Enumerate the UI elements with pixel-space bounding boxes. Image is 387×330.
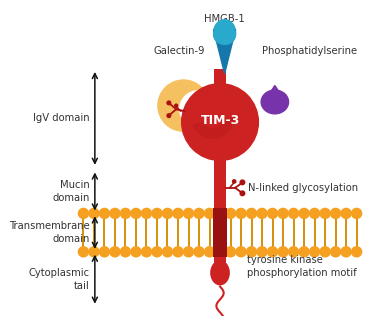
Circle shape [183,247,194,257]
Text: N-linked glycosylation: N-linked glycosylation [248,183,358,193]
Polygon shape [267,85,282,96]
Circle shape [299,209,309,218]
Circle shape [89,247,99,257]
Circle shape [158,80,209,131]
Circle shape [226,247,236,257]
Circle shape [236,209,246,218]
Circle shape [152,209,162,218]
Circle shape [310,247,320,257]
Circle shape [131,209,141,218]
Circle shape [341,247,351,257]
Circle shape [226,209,236,218]
Circle shape [194,247,204,257]
Circle shape [204,247,214,257]
Circle shape [278,247,288,257]
Circle shape [163,247,173,257]
Circle shape [289,247,299,257]
Polygon shape [214,30,236,74]
Circle shape [194,209,204,218]
Circle shape [267,247,277,257]
Circle shape [330,209,341,218]
Circle shape [204,209,214,218]
Circle shape [152,247,162,257]
Circle shape [79,247,89,257]
Circle shape [257,209,267,218]
Circle shape [110,209,120,218]
Text: tyrosine kinase
phosphorylation motif: tyrosine kinase phosphorylation motif [247,255,357,278]
Circle shape [142,209,151,218]
Circle shape [175,104,178,107]
Circle shape [320,247,330,257]
Circle shape [173,247,183,257]
Circle shape [267,209,277,218]
Text: Mucin
domain: Mucin domain [52,180,89,203]
Circle shape [89,209,99,218]
Circle shape [79,209,89,218]
Circle shape [289,209,299,218]
Circle shape [247,209,257,218]
Circle shape [278,209,288,218]
Circle shape [167,101,171,105]
Text: Cytoplasmic
tail: Cytoplasmic tail [28,268,89,291]
Circle shape [142,247,151,257]
Text: Galectin-9: Galectin-9 [153,46,205,56]
Circle shape [131,247,141,257]
Text: TIM-3: TIM-3 [200,114,240,127]
Bar [213,209,227,257]
Text: Phosphatidylserine: Phosphatidylserine [262,46,357,56]
Ellipse shape [214,24,236,45]
Circle shape [330,247,341,257]
Circle shape [320,209,330,218]
Bar [214,69,226,209]
Circle shape [180,91,216,128]
Ellipse shape [261,90,289,114]
Text: IgV domain: IgV domain [33,114,89,123]
Circle shape [236,247,246,257]
Circle shape [351,209,361,218]
Text: Transmembrane
domain: Transmembrane domain [9,221,89,244]
Circle shape [183,209,194,218]
Ellipse shape [214,20,236,45]
Circle shape [299,247,309,257]
Circle shape [351,247,361,257]
Circle shape [120,247,130,257]
Circle shape [257,247,267,257]
Circle shape [247,247,257,257]
Circle shape [341,209,351,218]
Circle shape [167,114,171,117]
Circle shape [310,209,320,218]
Circle shape [99,247,110,257]
Circle shape [120,209,130,218]
Circle shape [240,191,245,196]
Circle shape [99,209,110,218]
Ellipse shape [211,261,229,285]
Circle shape [182,84,259,160]
Bar [214,257,226,270]
Circle shape [240,180,245,185]
Circle shape [233,180,236,183]
Text: HMGB-1: HMGB-1 [204,14,245,24]
Circle shape [110,247,120,257]
Circle shape [173,209,183,218]
Circle shape [163,209,173,218]
